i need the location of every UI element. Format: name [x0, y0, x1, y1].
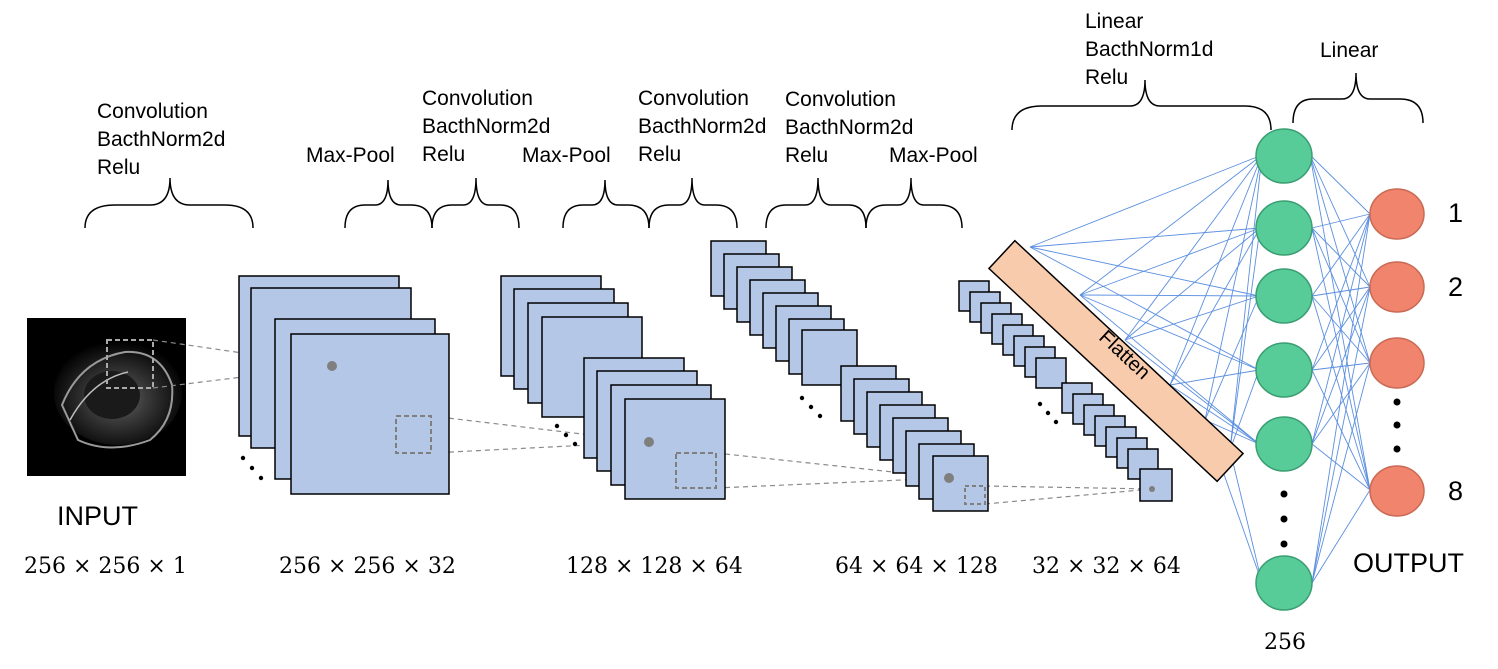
hidden-layer-nodes [1255, 128, 1313, 611]
conv-block3-line2: BacthNorm2d [638, 115, 767, 138]
conv-block3-label: Convolution BacthNorm2d Relu [638, 85, 766, 169]
conv-block2-line3: Relu [422, 143, 466, 166]
receptive-point-stage1 [327, 361, 337, 371]
dim-stage3: 64 × 64 × 128 [835, 554, 998, 579]
conv-block2-line2: BacthNorm2d [422, 115, 551, 138]
output-node-label-8: 8 [1448, 476, 1464, 506]
kernel-window-stage3 [964, 485, 986, 505]
maxpool1-label: Max-Pool [306, 144, 395, 167]
input-image [27, 318, 186, 476]
maxpool2-label: Max-Pool [522, 144, 611, 167]
output-layer-nodes [1369, 188, 1425, 517]
kernel-window-stage1 [395, 415, 432, 454]
fc1-line2: BacthNorm1d [1085, 38, 1214, 61]
output-node-label-2: 2 [1448, 272, 1464, 302]
ellipsis-dots-stage3 [799, 395, 823, 419]
ellipsis-dots-stage4 [1037, 401, 1059, 425]
dim-input: 256 × 256 × 1 [24, 554, 187, 579]
conv-block2-label: Convolution BacthNorm2d Relu [422, 85, 550, 169]
ellipsis-dots-stage2 [554, 423, 578, 447]
dim-stage4: 32 × 32 × 64 [1032, 554, 1181, 579]
conv-block4-label: Convolution BacthNorm2d Relu [785, 86, 913, 170]
receptive-point-stage4 [1149, 486, 1155, 492]
output-label: OUTPUT [1353, 548, 1464, 578]
input-label: INPUT [57, 501, 138, 531]
flatten-to-hidden-connections [1029, 154, 1263, 584]
feature-maps-stage4 [958, 280, 1173, 502]
fc2-label: Linear [1320, 39, 1379, 62]
dim-stage2: 128 × 128 × 64 [566, 554, 743, 579]
conv-block1-line1: Convolution [97, 100, 208, 123]
conv-block1-line2: BacthNorm2d [97, 128, 226, 151]
fc1-line1: Linear [1085, 10, 1144, 33]
ellipsis-dots-stage1 [240, 455, 264, 481]
dim-stage1: 256 × 256 × 32 [279, 554, 456, 579]
flatten-layer [987, 239, 1245, 483]
conv-block4-line2: BacthNorm2d [785, 116, 914, 139]
fc1-line3: Relu [1085, 66, 1129, 89]
kernel-window-stage2 [675, 452, 717, 489]
receptive-point-stage3 [944, 473, 954, 483]
feature-maps-stage3 [710, 240, 989, 512]
feature-maps-stage2 [500, 275, 726, 500]
hidden-to-output-connections [1309, 154, 1371, 584]
output-ellipsis-dots [1393, 398, 1401, 453]
conv-block2-line1: Convolution [422, 87, 533, 110]
maxpool3-label: Max-Pool [889, 144, 978, 167]
conv-block1-label: Convolution BacthNorm2d Relu [97, 98, 225, 182]
output-node-label-1: 1 [1448, 198, 1464, 228]
conv-block1-line3: Relu [97, 156, 141, 179]
layer-braces [84, 72, 1424, 229]
conv-block3-line3: Relu [638, 143, 682, 166]
conv-block4-line1: Convolution [785, 88, 896, 111]
receptive-point-stage2 [644, 437, 654, 447]
hidden-ellipsis-dots [1280, 490, 1288, 548]
feature-maps-stage1 [238, 275, 450, 495]
conv-block3-line1: Convolution [638, 87, 749, 110]
fc1-label: Linear BacthNorm1d Relu [1085, 8, 1213, 92]
conv-block4-line3: Relu [785, 144, 829, 167]
hidden-unit-count: 256 [1264, 630, 1306, 655]
